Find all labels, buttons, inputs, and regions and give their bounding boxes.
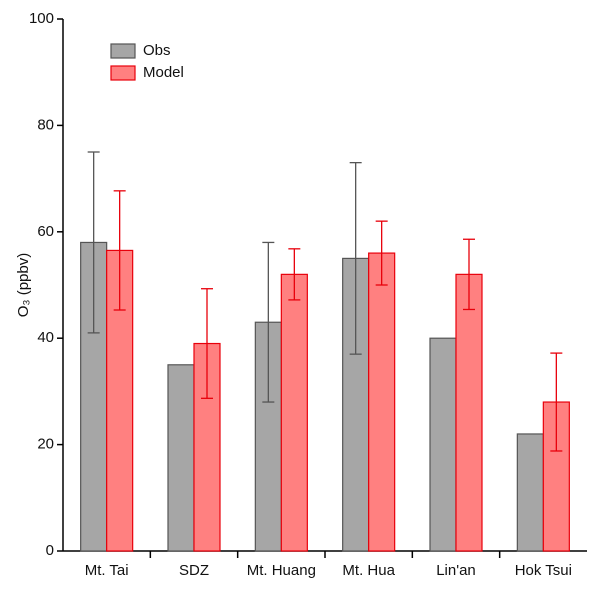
bar	[280, 273, 308, 552]
error-bar	[463, 238, 475, 311]
y-tick-label: 100	[29, 10, 54, 27]
x-tick-label: Hok Tsui	[515, 562, 572, 579]
error-bar	[262, 241, 275, 403]
x-tick-label: SDZ	[179, 562, 209, 579]
error-bar	[113, 190, 126, 311]
error-bar	[375, 220, 388, 286]
y-tick-label: 60	[37, 223, 54, 240]
y-tick-label: 0	[46, 542, 54, 559]
bar	[455, 273, 483, 552]
x-tick-label: Mt. Hua	[342, 562, 395, 579]
x-tick-label: Mt. Huang	[247, 562, 316, 579]
error-bar	[288, 248, 301, 301]
y-tick-label: 80	[37, 116, 54, 133]
error-bar	[349, 161, 362, 355]
error-bar	[201, 288, 213, 399]
bar	[429, 337, 457, 552]
y-axis-label: O₃ (ppbv)	[15, 253, 32, 317]
y-tick-label: 40	[37, 329, 54, 346]
error-bar	[87, 151, 100, 334]
legend-swatch	[110, 65, 136, 81]
bar	[167, 364, 195, 552]
x-tick-label: Lin'an	[436, 562, 476, 579]
y-tick-label: 20	[37, 436, 54, 453]
bar	[516, 433, 544, 552]
legend-label: Obs	[143, 42, 171, 59]
legend-label: Model	[143, 64, 184, 81]
bar	[368, 252, 396, 552]
legend-swatch	[110, 43, 136, 59]
x-tick-label: Mt. Tai	[85, 562, 129, 579]
error-bar	[550, 352, 563, 452]
